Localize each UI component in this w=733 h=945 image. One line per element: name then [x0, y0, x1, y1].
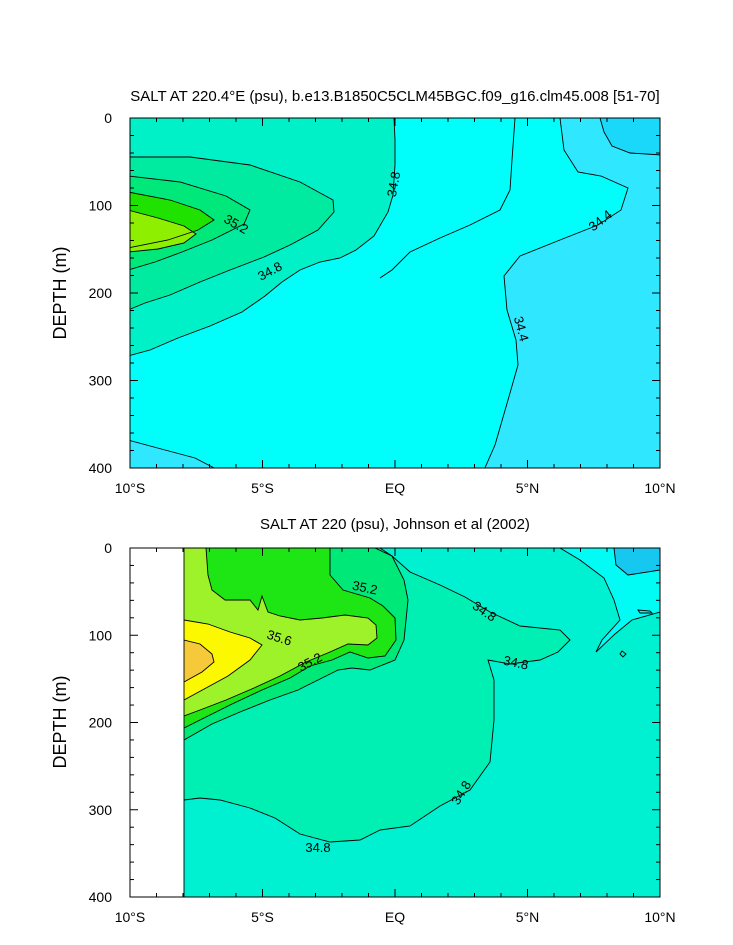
x-tick-label: EQ: [385, 909, 405, 925]
panel-1-title: SALT AT 220.4°E (psu), b.e13.B1850C5CLM4…: [130, 88, 659, 105]
panel-1-axes: 10°S 5°S EQ 5°N 10°N 0 100 200 300 400: [89, 110, 676, 496]
y-tick-label: 300: [89, 802, 113, 818]
p1-line-e: [130, 175, 251, 270]
x-tick-label: 10°N: [644, 909, 675, 925]
panel-1-ylabel: DEPTH (m): [50, 247, 70, 340]
x-tick-label: EQ: [385, 480, 405, 496]
panel-2-ylabel: DEPTH (m): [50, 676, 70, 769]
y-tick-label: 0: [104, 540, 112, 556]
p1-line-i: [379, 118, 516, 279]
p2-fill-35.6-35.8: [184, 620, 262, 700]
y-tick-label: 300: [89, 373, 113, 389]
p2-line-b: [559, 548, 660, 653]
panel-1: SALT AT 220.4°E (psu), b.e13.B1850C5CLM4…: [50, 88, 676, 496]
p2-line-g: [184, 619, 263, 701]
y-tick-label: 100: [89, 198, 113, 214]
p1-line-c: [130, 118, 396, 356]
x-tick-label: 5°S: [251, 909, 274, 925]
x-tick-label: 10°S: [115, 909, 146, 925]
p2-line-a: [184, 548, 571, 843]
p2-fill-34.2-34.4: [614, 548, 660, 575]
p2-line-h: [184, 639, 215, 683]
y-tick-label: 200: [89, 715, 113, 731]
panel-2-filled-contours: [184, 548, 660, 897]
y-tick-label: 400: [89, 460, 113, 476]
p1-line-d: [130, 156, 335, 310]
x-tick-label: 10°S: [115, 480, 146, 496]
x-tick-label: 5°N: [516, 909, 540, 925]
x-tick-label: 5°N: [516, 480, 540, 496]
p2-label-35.2-a: 35.2: [351, 578, 379, 598]
x-tick-label: 5°S: [251, 480, 274, 496]
p1-fill-lt34.2: [600, 118, 660, 155]
panel-2-title: SALT AT 220 (psu), Johnson et al (2002): [260, 516, 530, 533]
p2-line-d: [184, 548, 409, 741]
p2-line-e: [184, 548, 397, 729]
p2-line-j: [619, 650, 627, 658]
x-tick-label: 10°N: [644, 480, 675, 496]
p2-line-f: [184, 548, 378, 717]
p1-line-h: [130, 440, 216, 468]
y-tick-label: 400: [89, 889, 113, 905]
y-tick-label: 0: [104, 110, 112, 126]
y-tick-label: 100: [89, 627, 113, 643]
panel-2: SALT AT 220 (psu), Johnson et al (2002): [50, 516, 676, 925]
p1-fill-35.4-35.6: [130, 210, 196, 252]
p2-line-c: [613, 548, 660, 576]
p1-line-b: [599, 118, 660, 156]
p2-fill-gt35.8: [184, 640, 214, 682]
p1-fill-34.2-34.4: [484, 118, 660, 468]
panel-2-nodata: [130, 548, 184, 897]
p2-label-35.6: 35.6: [265, 627, 294, 649]
p1-line-g: [130, 210, 197, 253]
p2-label-34.8-d: 34.8: [305, 840, 330, 855]
p2-label-34.8-b: 34.8: [502, 653, 530, 673]
p1-line-a: [484, 118, 629, 468]
p1-label-34.4-b: 34.4: [511, 315, 532, 343]
y-tick-label: 200: [89, 285, 113, 301]
p2-fill-34.6-34.8-lower: [184, 548, 660, 897]
p2-line-i: [637, 609, 654, 614]
p1-fill-lt34.2-bottom: [130, 440, 215, 468]
panel-1-filled-contours: [130, 118, 660, 468]
p1-label-34.8-a: 34.8: [384, 170, 403, 198]
p1-line-f: [130, 191, 215, 249]
panel-2-axes: 10°S 5°S EQ 5°N 10°N 0 100 200 300 400: [89, 540, 676, 925]
p2-fill-35.4-35.6: [184, 548, 377, 716]
